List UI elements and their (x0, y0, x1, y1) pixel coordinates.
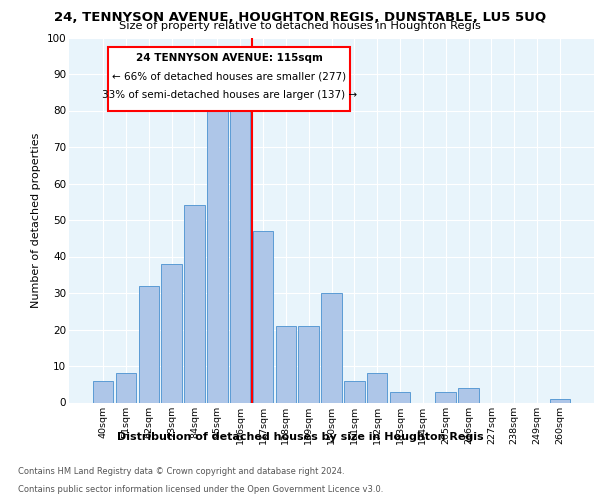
Bar (139, 286, 159, 403)
Text: Distribution of detached houses by size in Houghton Regis: Distribution of detached houses by size … (116, 432, 484, 442)
Y-axis label: Number of detached properties: Number of detached properties (31, 132, 41, 308)
Text: Size of property relative to detached houses in Houghton Regis: Size of property relative to detached ho… (119, 21, 481, 31)
Bar (436, 392, 456, 402)
Text: Contains HM Land Registry data © Crown copyright and database right 2024.: Contains HM Land Registry data © Crown c… (18, 467, 344, 476)
Bar (458, 388, 479, 402)
Bar (275, 326, 296, 402)
Bar (230, 110, 250, 403)
Bar (298, 326, 319, 402)
Bar (344, 380, 365, 402)
Bar (93, 380, 113, 402)
Bar (184, 206, 205, 402)
Bar (321, 293, 342, 403)
Bar (253, 231, 273, 402)
Text: 24 TENNYSON AVENUE: 115sqm: 24 TENNYSON AVENUE: 115sqm (136, 53, 323, 63)
Text: 24, TENNYSON AVENUE, HOUGHTON REGIS, DUNSTABLE, LU5 5UQ: 24, TENNYSON AVENUE, HOUGHTON REGIS, DUN… (54, 11, 546, 24)
Text: Contains public sector information licensed under the Open Government Licence v3: Contains public sector information licen… (18, 485, 383, 494)
FancyBboxPatch shape (109, 46, 350, 110)
Bar (390, 392, 410, 402)
Text: ← 66% of detached houses are smaller (277): ← 66% of detached houses are smaller (27… (112, 72, 346, 82)
Text: 33% of semi-detached houses are larger (137) →: 33% of semi-detached houses are larger (… (101, 90, 356, 100)
Bar (367, 374, 388, 402)
Bar (550, 399, 570, 402)
Bar (207, 107, 227, 403)
Bar (116, 374, 136, 402)
Bar (161, 264, 182, 402)
